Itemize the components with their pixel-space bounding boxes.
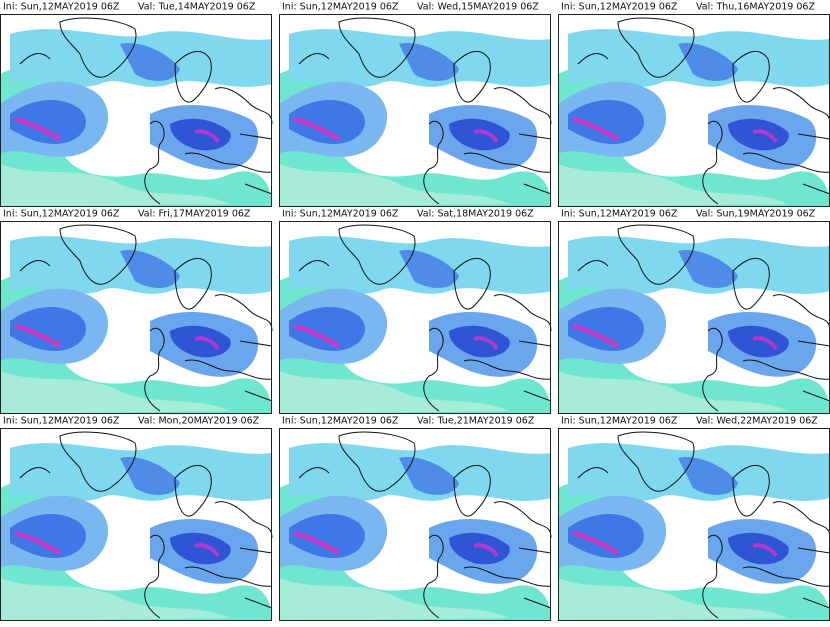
map-panel: Ini: Sun,12MAY2019 06Z Val: Wed,15MAY2019… — [279, 0, 551, 207]
map-frame — [279, 14, 551, 207]
init-time: Ini: Sun,12MAY2019 06Z — [561, 209, 678, 220]
forecast-map — [0, 221, 272, 414]
forecast-map — [558, 428, 830, 621]
map-panel: Ini: Sun,12MAY2019 06Z Val: Tue,14MAY2019… — [0, 0, 272, 207]
panel-header — [279, 207, 551, 221]
init-time: Ini: Sun,12MAY2019 06Z — [3, 416, 120, 427]
map-panel: Ini: Sun,12MAY2019 06Z Val: Wed,22MAY2019… — [558, 414, 830, 621]
map-field — [0, 221, 272, 414]
map-panel: Ini: Sun,12MAY2019 06Z Val: Sun,19MAY2019… — [558, 207, 830, 414]
valid-time: Val: Thu,16MAY2019 06Z — [696, 2, 815, 13]
panel-header — [558, 207, 830, 221]
map-field — [279, 221, 551, 414]
forecast-map — [279, 221, 551, 414]
valid-time: Val: Wed,15MAY2019 06Z — [417, 2, 539, 13]
init-time: Ini: Sun,12MAY2019 06Z — [282, 416, 399, 427]
map-panel: Ini: Sun,12MAY2019 06Z Val: Fri,17MAY2019… — [0, 207, 272, 414]
panel-header — [558, 0, 830, 14]
map-field — [0, 14, 272, 207]
map-panel: Ini: Sun,12MAY2019 06Z Val: Thu,16MAY2019… — [558, 0, 830, 207]
panel-header — [0, 207, 272, 221]
valid-time: Val: Mon,20MAY2019 06Z — [138, 416, 260, 427]
map-field — [558, 221, 830, 414]
panel-header — [279, 414, 551, 428]
panel-header — [0, 0, 272, 14]
init-time: Ini: Sun,12MAY2019 06Z — [561, 416, 678, 427]
forecast-map — [558, 14, 830, 207]
map-panel: Ini: Sun,12MAY2019 06Z Val: Mon,20MAY2019… — [0, 414, 272, 621]
map-frame — [0, 14, 272, 207]
valid-time: Val: Tue,14MAY2019 06Z — [138, 2, 256, 13]
map-field — [279, 14, 551, 207]
map-frame — [279, 428, 551, 621]
map-field — [558, 428, 830, 621]
map-frame — [0, 221, 272, 414]
valid-time: Val: Fri,17MAY2019 06Z — [138, 209, 251, 220]
map-field — [279, 428, 551, 621]
map-field — [558, 14, 830, 207]
init-time: Ini: Sun,12MAY2019 06Z — [3, 209, 120, 220]
valid-time: Val: Wed,22MAY2019 06Z — [696, 416, 818, 427]
map-panel: Ini: Sun,12MAY2019 06Z Val: Sat,18MAY2019… — [279, 207, 551, 414]
valid-time: Val: Tue,21MAY2019 06Z — [417, 416, 535, 427]
map-panel: Ini: Sun,12MAY2019 06Z Val: Tue,21MAY2019… — [279, 414, 551, 621]
valid-time: Val: Sat,18MAY2019 06Z — [417, 209, 534, 220]
valid-time: Val: Sun,19MAY2019 06Z — [696, 209, 816, 220]
forecast-map — [279, 14, 551, 207]
map-frame — [279, 221, 551, 414]
panel-header — [279, 0, 551, 14]
panel-header — [558, 414, 830, 428]
init-time: Ini: Sun,12MAY2019 06Z — [561, 2, 678, 13]
init-time: Ini: Sun,12MAY2019 06Z — [3, 2, 120, 13]
init-time: Ini: Sun,12MAY2019 06Z — [282, 2, 399, 13]
forecast-map — [0, 14, 272, 207]
forecast-map — [0, 428, 272, 621]
init-time: Ini: Sun,12MAY2019 06Z — [282, 209, 399, 220]
panel-header — [0, 414, 272, 428]
forecast-map — [558, 221, 830, 414]
map-frame — [0, 428, 272, 621]
map-field — [0, 428, 272, 621]
forecast-map — [279, 428, 551, 621]
